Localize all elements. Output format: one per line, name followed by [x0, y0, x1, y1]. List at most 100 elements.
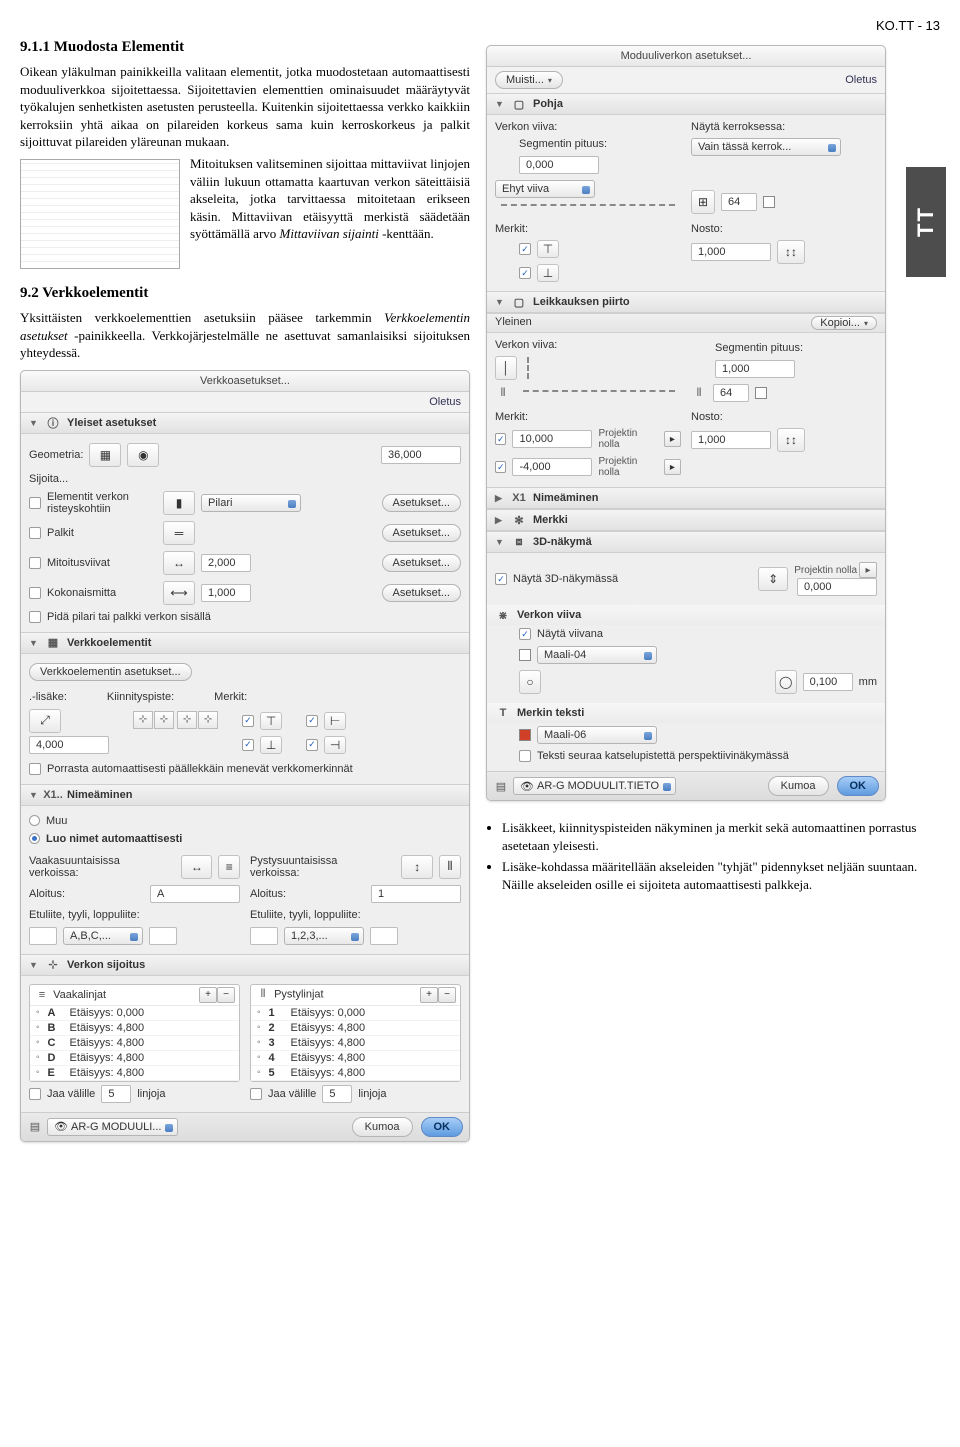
- seg-value[interactable]: 0,000: [519, 156, 599, 174]
- geometria-value[interactable]: 36,000: [381, 446, 461, 464]
- section-nimeaminen[interactable]: ▼ X1.. Nimeäminen: [21, 784, 469, 806]
- asetukset-btn-4[interactable]: Asetukset...: [382, 584, 461, 602]
- table-row[interactable]: ◦2Etäisyys: 4,800: [251, 1021, 460, 1036]
- chk-porrasta[interactable]: [29, 763, 41, 775]
- nosto-value[interactable]: 1,000: [691, 243, 771, 261]
- del-v-btn[interactable]: −: [438, 987, 456, 1003]
- prefix-a[interactable]: [29, 927, 57, 945]
- asetukset-btn-3[interactable]: Asetukset...: [382, 554, 461, 572]
- ok-btn-right[interactable]: OK: [837, 776, 880, 796]
- proj0-b-btn[interactable]: ▸: [664, 459, 681, 475]
- table-row[interactable]: ◦DEtäisyys: 4,800: [30, 1051, 239, 1066]
- oletus-link-right[interactable]: Oletus: [845, 74, 877, 86]
- chk-mark-b[interactable]: ✓: [519, 267, 531, 279]
- chk-mb[interactable]: ✓: [495, 461, 506, 473]
- lisake-value[interactable]: 4,000: [29, 736, 109, 754]
- maali06-swatch[interactable]: [519, 729, 531, 741]
- ehyt-pen[interactable]: 64: [721, 193, 757, 211]
- kopioi-btn[interactable]: Kopioi...▾: [811, 316, 877, 330]
- dir-v-icon[interactable]: ↕: [401, 855, 433, 879]
- jaa-v-n[interactable]: 5: [322, 1085, 352, 1103]
- table-row[interactable]: ◦AEtäisyys: 0,000: [30, 1006, 239, 1021]
- prefix-1[interactable]: [250, 927, 278, 945]
- anchor-4-icon[interactable]: ⊹: [198, 711, 218, 729]
- chk-mark-t[interactable]: ✓: [519, 243, 531, 255]
- yleinen-tab[interactable]: Yleinen: [495, 316, 532, 330]
- table-row[interactable]: ◦EEtäisyys: 4,800: [30, 1066, 239, 1081]
- proj0-3d-btn[interactable]: ▸: [859, 562, 877, 578]
- oletus-link[interactable]: Oletus: [429, 396, 461, 408]
- muisti-btn[interactable]: Muisti...▾: [495, 71, 563, 89]
- nosto2-value[interactable]: 1,000: [691, 431, 771, 449]
- rad-auto[interactable]: [29, 833, 40, 844]
- mitoitus-value[interactable]: 2,000: [201, 554, 251, 572]
- pnolla-value[interactable]: 0,000: [797, 578, 877, 596]
- table-row[interactable]: ◦5Etäisyys: 4,800: [251, 1066, 460, 1081]
- chk-kokonais[interactable]: [29, 587, 41, 599]
- chk-nviiva[interactable]: ✓: [519, 628, 531, 640]
- suffix-1[interactable]: [370, 927, 398, 945]
- seg2-value[interactable]: 1,000: [715, 360, 795, 378]
- section-yleiset[interactable]: ▼ ⓘ Yleiset asetukset: [21, 412, 469, 434]
- pen-color-1[interactable]: [763, 196, 775, 208]
- chk-elementit[interactable]: [29, 497, 41, 509]
- chk-palkit[interactable]: [29, 527, 41, 539]
- pilari-select[interactable]: Pilari: [201, 494, 301, 512]
- proj0-a-btn[interactable]: ▸: [664, 431, 681, 447]
- asetukset-btn-1[interactable]: Asetukset...: [382, 494, 461, 512]
- kokonais-value[interactable]: 1,000: [201, 584, 251, 602]
- sub-merkin-teksti[interactable]: T Merkin teksti: [487, 703, 885, 723]
- aloitus-a[interactable]: A: [150, 885, 240, 903]
- radial-icon[interactable]: ◉: [127, 443, 159, 467]
- section-3d[interactable]: ▼ ⧈ 3D-näkymä: [487, 531, 885, 553]
- grid-icon[interactable]: ▦: [89, 443, 121, 467]
- asetukset-btn-2[interactable]: Asetukset...: [382, 524, 461, 542]
- abc-select[interactable]: A,B,C,...: [63, 927, 143, 945]
- add-h-btn[interactable]: +: [199, 987, 217, 1003]
- anchor-1-icon[interactable]: ⊹: [133, 711, 153, 729]
- kumoa-btn-left[interactable]: Kumoa: [352, 1117, 413, 1137]
- dir-h-icon[interactable]: ↔: [181, 855, 212, 879]
- section-sijoitus[interactable]: ▼ ⊹ Verkon sijoitus: [21, 954, 469, 976]
- kumoa-btn-right[interactable]: Kumoa: [768, 776, 829, 796]
- section-nime-r[interactable]: ▶ X1 Nimeäminen: [487, 487, 885, 509]
- maali06-select[interactable]: Maali-06: [537, 726, 657, 744]
- pen-circle-icon[interactable]: ○: [519, 670, 541, 694]
- section-merkki[interactable]: ▶ ✻ Merkki: [487, 509, 885, 531]
- penwidth[interactable]: 0,100: [803, 673, 853, 691]
- table-row[interactable]: ◦1Etäisyys: 0,000: [251, 1006, 460, 1021]
- suffix-a[interactable]: [149, 927, 177, 945]
- anchor-3-icon[interactable]: ⊹: [177, 711, 197, 729]
- chk-mitoitus[interactable]: [29, 557, 41, 569]
- chk-3d[interactable]: ✓: [495, 573, 507, 585]
- anchor-2-icon[interactable]: ⊹: [154, 711, 174, 729]
- ehyt-select[interactable]: Ehyt viiva: [495, 180, 595, 198]
- del-h-btn[interactable]: −: [217, 987, 235, 1003]
- layer-select-right[interactable]: 👁 AR-G MODUULIT.TIETO: [513, 777, 676, 795]
- maali04-select[interactable]: Maali-04: [537, 646, 657, 664]
- chk-teksti-seuraa[interactable]: [519, 750, 531, 762]
- rad-muu[interactable]: [29, 815, 40, 826]
- layer-select-left[interactable]: 👁 AR-G MODUULI...: [47, 1118, 178, 1136]
- 123-select[interactable]: 1,2,3,...: [284, 927, 364, 945]
- jaa-h-n[interactable]: 5: [101, 1085, 131, 1103]
- pen-color-2[interactable]: [755, 387, 767, 399]
- table-row[interactable]: ◦CEtäisyys: 4,800: [30, 1036, 239, 1051]
- chk-ma[interactable]: ✓: [495, 433, 506, 445]
- maali04-swatch[interactable]: [519, 649, 531, 661]
- merkit-chk-3[interactable]: ✓: [306, 715, 318, 727]
- merkit-b[interactable]: -4,000: [512, 458, 592, 476]
- merkit-chk-4[interactable]: ✓: [306, 739, 318, 751]
- table-row[interactable]: ◦4Etäisyys: 4,800: [251, 1051, 460, 1066]
- section-verkkoelementit[interactable]: ▼ ▦ Verkkoelementit: [21, 632, 469, 654]
- section-leikkaus[interactable]: ▼ ▢ Leikkauksen piirto: [487, 291, 885, 313]
- chk-jaa-v[interactable]: [250, 1088, 262, 1100]
- merkit-chk-2[interactable]: ✓: [242, 739, 254, 751]
- grid-pen-icon[interactable]: ⊞: [691, 190, 715, 214]
- chk-pida[interactable]: [29, 611, 41, 623]
- merkit-a[interactable]: 10,000: [512, 430, 592, 448]
- kerros-select[interactable]: Vain tässä kerrok...: [691, 138, 841, 156]
- aloitus-1[interactable]: 1: [371, 885, 461, 903]
- ehyt2-pen[interactable]: 64: [713, 384, 749, 402]
- verkkoelementin-asetukset-btn[interactable]: Verkkoelementin asetukset...: [29, 663, 192, 681]
